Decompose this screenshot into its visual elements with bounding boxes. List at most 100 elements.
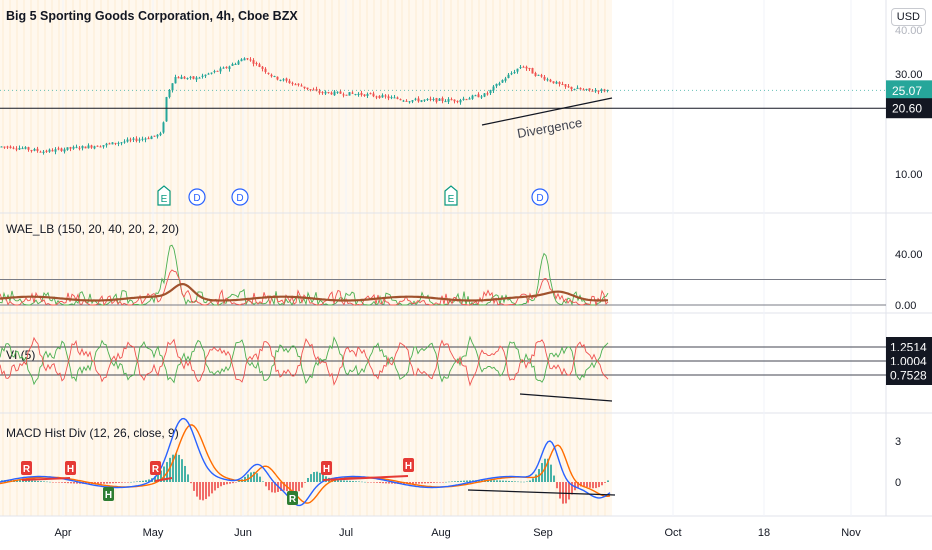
macd-hist-bar xyxy=(265,482,267,487)
macd-marker-bg xyxy=(287,491,298,505)
macd-hist-bar xyxy=(175,453,177,482)
candle xyxy=(495,83,498,89)
macd-hist-bar xyxy=(586,482,588,488)
macd-hist-bar xyxy=(280,482,282,491)
candle-body xyxy=(126,139,129,142)
macd-hist-bar xyxy=(511,481,513,482)
candle-body xyxy=(144,138,147,140)
macd-hist-bar xyxy=(34,480,36,482)
x-tick-label: May xyxy=(143,527,164,539)
candle-body xyxy=(495,83,498,87)
macd-hist-bar xyxy=(256,473,258,482)
macd-signal-marker: R xyxy=(287,491,298,505)
candle xyxy=(204,74,207,78)
macd-hist-bar xyxy=(220,482,222,487)
candle xyxy=(294,83,297,86)
candle xyxy=(174,74,177,84)
candle xyxy=(348,92,351,96)
candle-body xyxy=(333,91,336,96)
macd-hist-bar xyxy=(145,480,147,482)
vi-plus-line xyxy=(0,335,609,386)
candle-body xyxy=(213,71,216,73)
candle-body xyxy=(12,147,15,149)
wae-explosion-line xyxy=(0,282,608,302)
candle-body xyxy=(180,76,183,79)
macd-hist-bar xyxy=(25,480,27,482)
macd-hist-bar xyxy=(181,459,183,482)
macd-hist-bar xyxy=(598,482,600,488)
candle-body xyxy=(153,135,156,137)
candle xyxy=(258,62,261,68)
candle-body xyxy=(591,90,594,92)
candle-body xyxy=(360,93,363,95)
macd-hist-bar xyxy=(364,481,366,483)
candle-body xyxy=(228,66,231,69)
candle xyxy=(252,58,255,67)
candle xyxy=(168,88,171,99)
candle-body xyxy=(30,150,33,152)
candle xyxy=(132,136,135,142)
candle-body xyxy=(459,99,462,103)
macd-hist-bar xyxy=(520,481,522,483)
candle xyxy=(312,87,315,91)
candle xyxy=(414,97,417,101)
candle xyxy=(114,142,117,146)
macd-hist-bar xyxy=(193,482,195,491)
candle xyxy=(411,99,414,104)
candle xyxy=(240,58,243,62)
candle xyxy=(477,92,480,98)
earnings-letter: E xyxy=(448,194,455,205)
x-tick-label: Apr xyxy=(54,527,71,539)
macd-hist-bar xyxy=(370,482,372,483)
candle xyxy=(264,67,267,74)
earnings-shape xyxy=(157,185,171,206)
candle xyxy=(426,98,429,101)
candle-body xyxy=(447,99,450,102)
macd-hist-bar xyxy=(304,482,306,483)
earnings-letter: E xyxy=(161,194,168,205)
candle-body xyxy=(222,67,225,69)
candle-body xyxy=(414,98,417,100)
candle xyxy=(144,137,147,143)
candle-body xyxy=(465,99,468,101)
candle xyxy=(525,65,528,71)
candle-body xyxy=(177,77,180,79)
candle-body xyxy=(261,66,264,69)
candle xyxy=(171,83,174,93)
candle xyxy=(408,101,411,104)
macd-hist-bar xyxy=(418,482,420,484)
candle-body xyxy=(39,151,42,153)
macd-marker-letter: H xyxy=(323,464,330,475)
macd-hist-bar xyxy=(301,482,303,488)
candle-body xyxy=(204,74,207,77)
candle xyxy=(471,94,474,100)
candle xyxy=(342,92,345,98)
candle-body xyxy=(309,89,312,91)
macd-hist-bar xyxy=(526,481,528,482)
macd-hist-bar xyxy=(556,482,558,489)
candle xyxy=(72,145,75,150)
macd-hist-bar xyxy=(373,482,375,483)
macd-hist-bar xyxy=(580,482,582,487)
macd-hist-bar xyxy=(55,482,57,483)
candle xyxy=(579,87,582,90)
candle-body xyxy=(120,142,123,144)
candle-body xyxy=(594,90,597,92)
candle xyxy=(480,95,483,100)
candle-body xyxy=(276,76,279,80)
candle xyxy=(516,68,519,74)
candle-body xyxy=(210,72,213,74)
x-tick-label: Sep xyxy=(533,527,553,539)
macd-hist-bar xyxy=(208,482,210,497)
candle-body xyxy=(369,93,372,95)
macd-hist-bar xyxy=(67,482,69,484)
macd-hist-bar xyxy=(73,482,75,484)
currency-button[interactable]: USD xyxy=(890,8,926,26)
macd-hist-bar xyxy=(412,482,414,484)
candle xyxy=(327,91,330,94)
x-tick-label: Aug xyxy=(431,527,451,539)
macd-hist-bar xyxy=(142,480,144,482)
candle-body xyxy=(15,148,18,150)
macd-signal-marker: H xyxy=(403,458,414,472)
